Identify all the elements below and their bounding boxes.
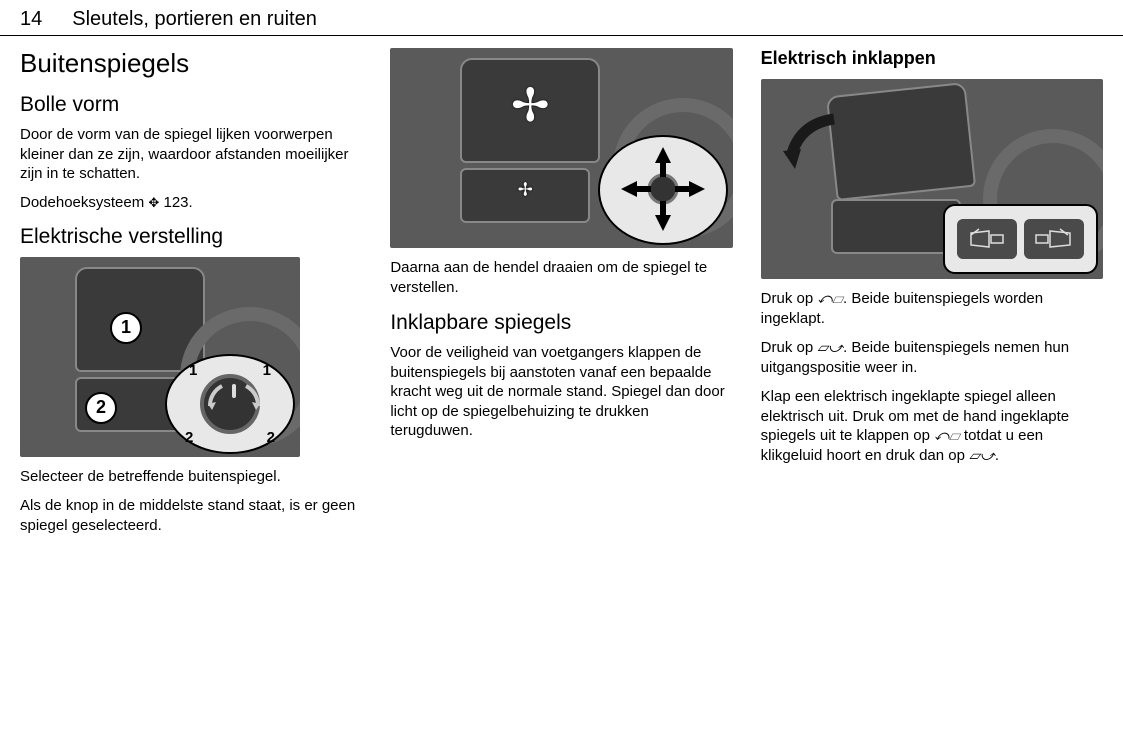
page-number: 14	[20, 8, 42, 31]
label-2: 2	[85, 392, 117, 424]
mirror-lower: ✢	[460, 168, 590, 223]
body-text: Als de knop in de middelste stand staat,…	[20, 496, 362, 535]
text-span: Druk op	[761, 290, 818, 307]
fold-in-icon: ⤺▱	[817, 290, 843, 306]
subsection-bolle-vorm: Bolle vorm	[20, 93, 362, 117]
chapter-title: Sleutels, portieren en ruiten	[72, 8, 317, 31]
callout-selector-dial: 1 1 2 2	[165, 354, 295, 454]
dial-label-bl: 2	[185, 429, 193, 446]
column-3: Elektrisch inklappen	[761, 48, 1103, 545]
body-text: Klap een elektrisch ingeklapte spiegel a…	[761, 387, 1103, 465]
figure-mirror-fold	[761, 79, 1103, 279]
ref-page: 123.	[159, 194, 192, 211]
label-1: 1	[110, 312, 142, 344]
adjust-arrows-small: ✢	[518, 180, 533, 201]
content-area: Buitenspiegels Bolle vorm Door de vorm v…	[0, 36, 1123, 557]
body-text: Selecteer de betreffende buitenspiegel.	[20, 467, 362, 487]
column-2: ✢ ✢	[390, 48, 732, 545]
text-span: Druk op	[761, 339, 818, 356]
section-title: Buitenspiegels	[20, 48, 362, 79]
figure-mirror-adjust: ✢ ✢	[390, 48, 732, 248]
body-text: Druk op ⤺▱. Beide buitenspiegels worden …	[761, 289, 1103, 328]
body-text: Door de vorm van de spiegel lijken voorw…	[20, 125, 362, 184]
fold-out-button	[1024, 219, 1084, 259]
ref-text: Dodehoeksysteem	[20, 194, 148, 211]
figure-mirror-selector: 1 2 1 1 2 2	[20, 257, 300, 457]
dial-label-tl: 1	[189, 362, 197, 379]
dial-label-tr: 1	[263, 362, 271, 379]
mirror-lower	[831, 199, 961, 254]
body-text: Daarna aan de hendel draaien om de spieg…	[390, 258, 732, 297]
callout-fold-buttons	[943, 204, 1098, 274]
selector-dial	[200, 374, 260, 434]
fold-in-button	[957, 219, 1017, 259]
four-way-arrows	[613, 143, 713, 238]
fold-in-icon: ⤺▱	[934, 427, 960, 443]
fold-out-icon: ▱⤻	[817, 339, 843, 355]
subsection-inklapbare-spiegels: Inklapbare spiegels	[390, 311, 732, 335]
body-text: Druk op ▱⤻. Beide buitenspiegels nemen h…	[761, 338, 1103, 377]
text-span: .	[995, 447, 999, 464]
mirror-upper: ✢	[460, 58, 600, 163]
dial-label-br: 2	[267, 429, 275, 446]
fold-out-icon: ▱⤻	[969, 447, 995, 463]
callout-joystick	[598, 135, 728, 245]
subsection-elektrisch-inklappen: Elektrisch inklappen	[761, 48, 1103, 69]
link-icon: ✥	[148, 195, 159, 210]
cross-reference: Dodehoeksysteem ✥ 123.	[20, 194, 362, 211]
body-text: Voor de veiligheid van voetgangers klapp…	[390, 343, 732, 441]
page-header: 14 Sleutels, portieren en ruiten	[0, 0, 1123, 36]
adjust-arrows-mirror: ✢	[511, 78, 550, 132]
subsection-elektrische-verstelling: Elektrische verstelling	[20, 225, 362, 249]
column-1: Buitenspiegels Bolle vorm Door de vorm v…	[20, 48, 362, 545]
fold-arrow-icon	[779, 109, 849, 184]
